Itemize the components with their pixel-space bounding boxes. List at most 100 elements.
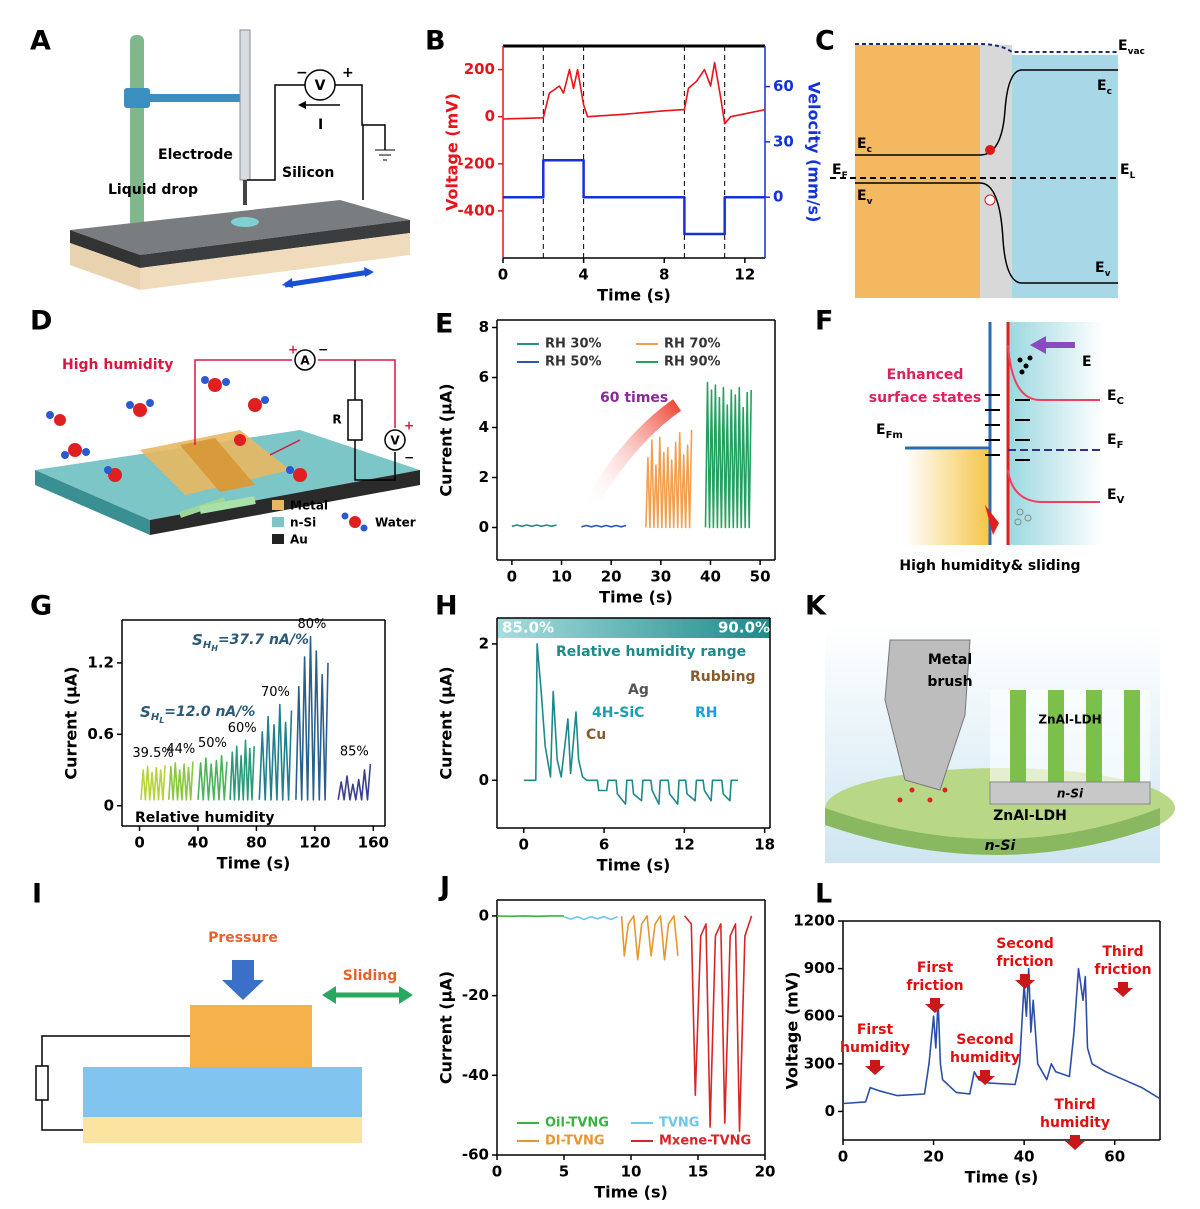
series-line — [683, 915, 753, 1132]
shape — [180, 438, 255, 492]
annotation-part: H — [151, 712, 160, 723]
shape — [146, 399, 154, 407]
label: brush — [927, 674, 972, 690]
label: + — [404, 419, 414, 433]
legend-label: RH 30% — [545, 337, 602, 352]
shape — [272, 500, 284, 510]
annotation: Second — [996, 936, 1053, 952]
annotation: 60 times — [600, 390, 668, 406]
series-line — [229, 739, 255, 801]
y-tick-label: 900 — [804, 959, 835, 977]
shape — [1014, 508, 1032, 526]
annotation: friction — [1094, 962, 1151, 978]
annotation: Relative humidity range — [556, 644, 746, 660]
annotation: Relative humidity — [135, 810, 274, 826]
annotation: Third — [1102, 944, 1143, 960]
annotation: 4H-SiC — [592, 705, 644, 721]
shape — [70, 200, 410, 255]
label: Ec — [1097, 78, 1112, 97]
trend-arrow — [580, 399, 682, 514]
label: V — [315, 78, 326, 94]
y-axis-label: Voltage (mV) — [443, 93, 462, 211]
shape — [269, 439, 301, 456]
label: − — [296, 65, 308, 81]
series-line — [168, 761, 194, 801]
panel-label: B — [425, 26, 446, 57]
x-tick-label: 0 — [492, 1163, 502, 1181]
shape — [140, 233, 410, 290]
shape — [825, 808, 1160, 855]
shape — [1016, 508, 1024, 516]
annotation-part: =37.7 nA/% — [218, 632, 309, 648]
shape — [855, 45, 980, 298]
label: Ev — [857, 188, 873, 207]
y-tick-label: -200 — [457, 154, 495, 172]
panel-label: E — [435, 309, 453, 340]
annotation-part: =12.0 nA/% — [164, 704, 255, 720]
humidity-bar — [497, 618, 770, 638]
shape — [293, 468, 307, 482]
series-line — [704, 381, 752, 529]
shape — [222, 378, 230, 386]
y-tick-label: 0 — [479, 518, 489, 536]
label: v — [1105, 269, 1111, 279]
x-tick-label: 120 — [299, 834, 330, 852]
series-line — [645, 429, 693, 529]
shape — [855, 182, 1118, 284]
panel-label: F — [815, 306, 833, 337]
label: Au — [290, 533, 308, 547]
y-tick-label: 200 — [464, 60, 495, 78]
annotation-arrow — [865, 1060, 885, 1075]
label: n-Si — [985, 838, 1016, 854]
y-tick-label: 1200 — [793, 912, 835, 930]
label: vac — [1128, 47, 1145, 57]
label: E — [1107, 388, 1117, 404]
shape — [54, 414, 66, 426]
x-tick-label: 12 — [674, 836, 695, 854]
shape — [54, 378, 307, 482]
shape — [1048, 690, 1064, 782]
y-tick-label: -40 — [462, 1066, 489, 1084]
y-axis-label: Current (μA) — [62, 666, 81, 779]
shape — [70, 243, 140, 290]
label: Metal — [290, 499, 328, 513]
label: E — [1118, 38, 1128, 54]
shape — [884, 639, 971, 791]
label: Fm — [886, 430, 903, 441]
shape — [46, 376, 294, 474]
shape — [985, 394, 1030, 461]
annotation: humidity — [950, 1050, 1020, 1066]
label: n-Si — [1057, 787, 1084, 801]
shape — [985, 505, 999, 535]
annotation: First — [857, 1022, 894, 1038]
legend-label: RH 70% — [664, 337, 721, 352]
shape — [1017, 357, 1023, 363]
label: E — [857, 188, 867, 204]
label: E — [1082, 354, 1092, 370]
y-tick-label: 2 — [479, 634, 489, 652]
y-axis-label: Voltage (mV) — [783, 972, 802, 1090]
x-axis-label: Time (s) — [597, 856, 671, 875]
annotation: Third — [1054, 1097, 1095, 1113]
panel-label: G — [30, 591, 52, 622]
shape — [234, 434, 246, 446]
series-line — [258, 703, 293, 801]
shape — [318, 359, 396, 428]
series-line — [337, 764, 372, 801]
y-tick-label: 4 — [479, 418, 489, 436]
annotation: friction — [906, 978, 963, 994]
x-tick-label: 0 — [838, 1148, 848, 1166]
shape — [1007, 469, 1100, 503]
y-tick-label: -400 — [457, 201, 495, 219]
shape — [231, 217, 259, 227]
label: High humidity& sliding — [899, 558, 1080, 574]
legend-label: Oil-TVNG — [545, 1116, 609, 1131]
label: EV — [1107, 487, 1125, 506]
label: Evac — [1118, 38, 1145, 57]
label: E — [1120, 162, 1130, 178]
shape — [1014, 518, 1022, 526]
shape — [384, 429, 406, 451]
series-line — [140, 765, 166, 801]
label: EF — [832, 162, 848, 181]
shape — [1023, 363, 1029, 369]
